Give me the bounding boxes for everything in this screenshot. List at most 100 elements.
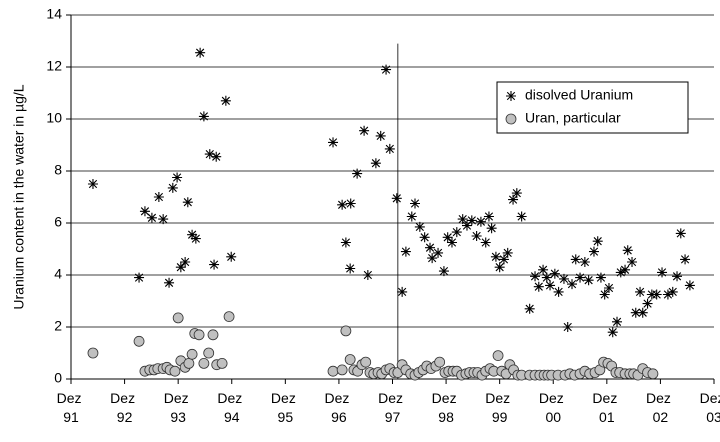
x-tick-label: Dez 99 [485, 390, 514, 425]
point [345, 263, 356, 274]
x-tick-label: Dez 98 [432, 390, 461, 425]
point [139, 206, 150, 217]
point [414, 221, 425, 232]
point [207, 329, 219, 341]
y-tick-label: 2 [54, 318, 62, 334]
x-tick-label: Dez 96 [325, 390, 354, 425]
x-tick-label: Dez 91 [57, 390, 86, 425]
point [575, 272, 586, 283]
point [558, 273, 569, 284]
point [530, 271, 541, 282]
legend-label: Uran, particular [525, 110, 621, 126]
point [391, 193, 402, 204]
point [607, 327, 618, 338]
point [134, 272, 145, 283]
point [344, 354, 356, 365]
point [588, 246, 599, 257]
point [494, 262, 505, 273]
point [541, 272, 552, 283]
point [158, 214, 169, 225]
x-tick-label: Dez 95 [271, 390, 300, 425]
point [190, 233, 201, 244]
point [680, 254, 691, 265]
point [198, 111, 209, 122]
point [397, 286, 408, 297]
x-tick-label: Dez 93 [164, 390, 193, 425]
point [553, 286, 564, 297]
point [442, 232, 453, 243]
point [502, 247, 513, 258]
x-tick-label: Dez 00 [539, 390, 568, 425]
point [370, 158, 381, 169]
point [466, 215, 477, 226]
point [345, 198, 356, 209]
point [612, 316, 623, 327]
y-tick-label: 12 [46, 58, 62, 74]
point [400, 246, 411, 257]
point [672, 271, 683, 282]
point [538, 264, 549, 275]
point [327, 365, 339, 377]
point [209, 259, 220, 270]
point [475, 216, 486, 227]
point [410, 198, 421, 209]
x-tick-label: Dez 01 [592, 390, 621, 425]
point [480, 237, 491, 248]
point [180, 257, 191, 267]
point [337, 199, 348, 210]
point [167, 182, 178, 193]
point [183, 357, 195, 369]
point [647, 368, 659, 380]
point [562, 322, 573, 332]
point [438, 266, 449, 277]
point [172, 312, 184, 324]
point [603, 283, 614, 293]
point [169, 365, 181, 377]
point [195, 47, 206, 58]
point [360, 356, 372, 368]
point [406, 211, 417, 222]
point [567, 279, 578, 290]
point [186, 348, 198, 360]
point [87, 179, 98, 189]
point [146, 212, 157, 223]
point [635, 286, 646, 297]
point [657, 267, 668, 278]
point [340, 237, 351, 248]
point [425, 242, 436, 253]
point [153, 192, 164, 202]
x-tick-label: Dez 92 [110, 390, 139, 425]
point [524, 303, 535, 314]
x-tick-label: Dez 94 [217, 390, 246, 425]
point [384, 143, 395, 154]
x-tick-label: Dez 03 [700, 390, 720, 425]
point [492, 350, 504, 362]
point [498, 254, 509, 265]
point [446, 237, 457, 248]
point [451, 227, 462, 238]
point [630, 307, 641, 318]
point [545, 280, 556, 291]
point [620, 264, 631, 275]
point [675, 228, 686, 239]
point [592, 236, 603, 247]
point [175, 262, 186, 273]
point [511, 188, 522, 199]
y-axis-label: Uranium content in the water in µg/L [11, 84, 27, 309]
point [615, 267, 626, 278]
point [595, 272, 606, 283]
point [419, 232, 430, 243]
point [483, 211, 494, 222]
point [684, 280, 695, 291]
point [427, 253, 438, 264]
point [172, 172, 183, 183]
point [211, 151, 222, 162]
point [490, 251, 501, 262]
point [461, 220, 472, 231]
point [627, 257, 638, 267]
x-tick-label: Dez 02 [646, 390, 675, 425]
point [352, 168, 363, 179]
y-tick-label: 4 [54, 266, 62, 282]
point [193, 329, 205, 341]
point [642, 298, 653, 309]
